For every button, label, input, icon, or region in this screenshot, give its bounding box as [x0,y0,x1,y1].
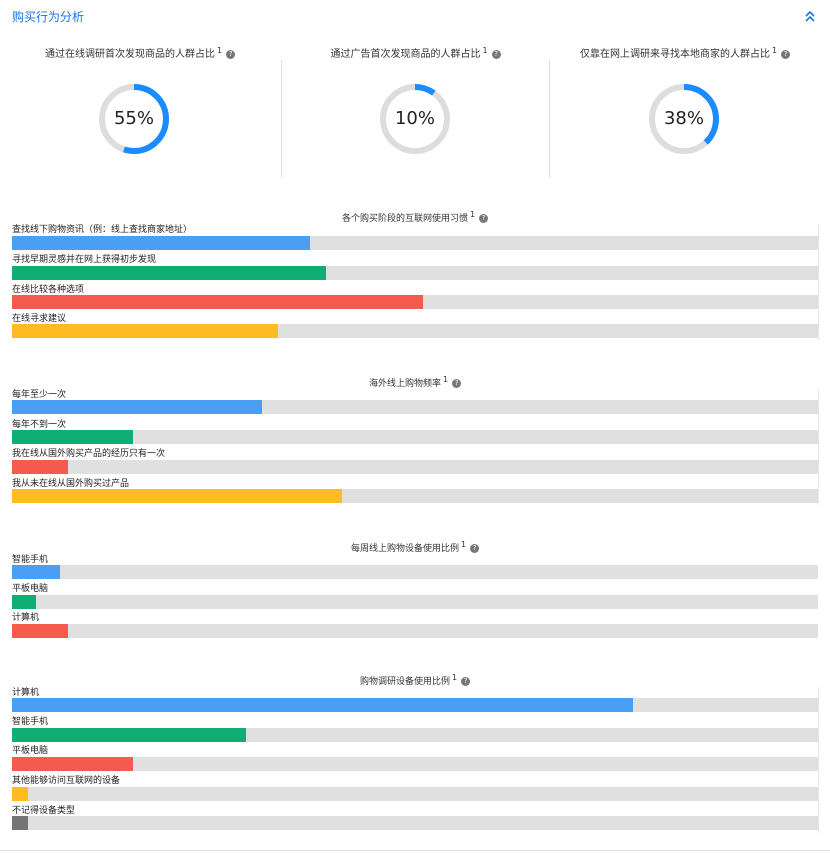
bar-track [12,565,818,579]
donut-row: 通过在线调研首次发现商品的人群占比 1? 55% 通过广告首次发现商品的人群占比 1… [0,40,830,180]
bar-track [12,295,818,309]
bar-fill [12,787,29,801]
chevron-double-up-icon[interactable] [802,8,818,24]
donut-chart [99,84,169,154]
donut-title: 通过在线调研首次发现商品的人群占比 1? [0,45,280,60]
bar-label: 计算机 [12,688,40,698]
bar-label: 每年至少一次 [12,390,67,400]
bar-fill [12,460,69,474]
bar-track [12,400,818,414]
bar-track [12,266,818,280]
donut-value: 38% [663,108,704,129]
bar-label: 其他能够访问互联网的设备 [12,776,121,786]
divider [818,224,819,340]
donut-chart [380,84,450,154]
donut-card-local-search: 仅靠在网上调研来寻找本地商家的人群占比 1? 38% [550,40,820,180]
divider [281,60,282,178]
bar-section-internet-habits: 各个购买阶段的互联网使用习惯 1? 查找线下购物资讯（例：线上查找商家地址） 寻找… [0,210,830,340]
bar-track [12,460,818,474]
bar-fill [12,565,61,579]
donut-title: 仅靠在网上调研来寻找本地商家的人群占比 1? [550,45,820,60]
bar-section-overseas-frequency: 海外线上购物频率 1? 每年至少一次 每年不到一次 我在线从国外购买产品的经历只有… [0,375,830,505]
section-header: 购买行为分析 [0,0,830,32]
bar-fill [12,698,633,712]
bar-label: 每年不到一次 [12,420,67,430]
section-chart-title: 各个购买阶段的互联网使用习惯 1? [0,210,830,224]
donut-arc [649,84,719,154]
bar-section-research-devices: 购物调研设备使用比例 1? 计算机 智能手机 平板电脑 其他能够访问互联网的设备 … [0,673,830,833]
bar-track [12,236,818,250]
help-icon[interactable]: ? [491,49,501,59]
donut-chart [649,84,719,154]
bar-label: 我在线从国外购买产品的经历只有一次 [12,449,166,459]
bar-label: 查找线下购物资讯（例：线上查找商家地址） [12,225,193,235]
bar-track [12,728,818,742]
bar-fill [12,728,246,742]
bar-label: 智能手机 [12,555,49,565]
bar-label: 在线比较各种选项 [12,285,85,295]
bar-label: 我从未在线从国外购买过产品 [12,479,130,489]
bar-track [12,595,818,609]
donut-card-online-research: 通过在线调研首次发现商品的人群占比 1? 55% [0,40,280,180]
bar-track [12,698,818,712]
bar-label: 平板电脑 [12,584,49,594]
donut-value: 55% [113,108,154,129]
help-icon[interactable]: ? [470,544,480,553]
donut-arc [380,84,450,154]
bar-fill [12,236,311,250]
bar-fill [12,624,69,638]
section-chart-title: 海外线上购物频率 1? [0,375,830,389]
bar-fill [12,489,343,503]
help-icon[interactable]: ? [461,677,471,686]
help-icon[interactable]: ? [479,214,489,223]
bar-track [12,816,818,830]
donut-card-ads: 通过广告首次发现商品的人群占比 1? 10% [282,40,549,180]
bar-fill [12,816,29,830]
bar-fill [12,324,278,338]
bar-label: 智能手机 [12,717,49,727]
help-icon[interactable]: ? [226,49,236,59]
donut-arc [99,84,169,154]
bar-section-weekly-devices: 每周线上购物设备使用比例 1? 智能手机 平板电脑 计算机 [0,540,830,640]
bar-fill [12,595,37,609]
section-chart-title: 每周线上购物设备使用比例 1? [0,540,830,554]
bar-track [12,489,818,503]
donut-value: 10% [394,108,435,129]
bar-track [12,624,818,638]
bar-label: 计算机 [12,613,40,623]
bar-track [12,430,818,444]
divider [0,850,830,851]
bar-label: 不记得设备类型 [12,806,76,816]
bar-fill [12,266,327,280]
divider [818,389,819,505]
bar-fill [12,757,133,771]
divider [549,60,550,178]
donut-title: 通过广告首次发现商品的人群占比 1? [282,45,549,60]
bar-fill [12,430,133,444]
bar-track [12,787,818,801]
bar-fill [12,295,424,309]
section-chart-title: 购物调研设备使用比例 1? [0,673,830,687]
bar-track [12,757,818,771]
bar-track [12,324,818,338]
bar-label: 在线寻求建议 [12,314,67,324]
help-icon[interactable]: ? [452,379,462,388]
bar-fill [12,400,262,414]
section-title: 购买行为分析 [12,10,85,24]
help-icon[interactable]: ? [781,49,791,59]
bar-label: 平板电脑 [12,746,49,756]
divider [818,687,819,833]
bar-label: 寻找早期灵感并在网上获得初步发现 [12,255,157,265]
